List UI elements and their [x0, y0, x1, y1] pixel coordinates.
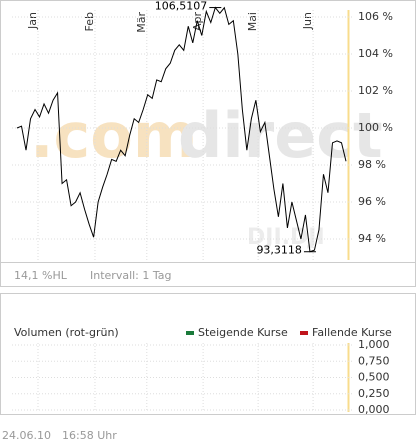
- legend-label: Steigende Kurse: [198, 326, 288, 339]
- watermark-direct: direct: [178, 99, 383, 172]
- y-tick-label: 0,000: [358, 403, 390, 416]
- annotation-label: 93,3118: [256, 244, 302, 257]
- y-tick-label: 0,500: [358, 371, 390, 384]
- x-tick-label: Jun: [301, 12, 314, 30]
- price-line: [16, 6, 347, 253]
- y-tick-label: 98 %: [358, 158, 386, 171]
- y-tick-label: 102 %: [358, 84, 393, 97]
- volume-panel: [0, 293, 416, 415]
- info-interval: Intervall: 1 Tag: [90, 269, 172, 282]
- legend-label: Fallende Kurse: [312, 326, 392, 339]
- y-tick-label: 96 %: [358, 195, 386, 208]
- volume-title: Volumen (rot-grün): [14, 326, 119, 339]
- x-tick-label: Mai: [246, 12, 259, 31]
- x-tick-label: Jan: [26, 12, 39, 30]
- footer-date: 24.06.10: [2, 429, 51, 442]
- watermark-com: .com: [30, 99, 198, 172]
- y-tick-label: 94 %: [358, 232, 386, 245]
- y-tick-label: 104 %: [358, 47, 393, 60]
- y-tick-label: 0,250: [358, 387, 390, 400]
- y-tick-label: 1,000: [358, 338, 390, 351]
- legend-swatch: [186, 331, 194, 335]
- y-tick-label: 0,750: [358, 354, 390, 367]
- footer-time: 16:58 Uhr: [62, 429, 117, 442]
- price-panel: [0, 0, 416, 287]
- legend-swatch: [300, 331, 308, 335]
- annotation-label: 106,5107: [155, 0, 208, 13]
- y-tick-label: 106 %: [358, 10, 393, 23]
- symbol-watermark: DJI.DJI: [247, 225, 325, 250]
- x-tick-label: Feb: [83, 12, 96, 31]
- y-tick-label: 100 %: [358, 121, 393, 134]
- x-tick-label: Mär: [135, 12, 148, 33]
- info-hl: 14,1 %HL: [14, 269, 68, 282]
